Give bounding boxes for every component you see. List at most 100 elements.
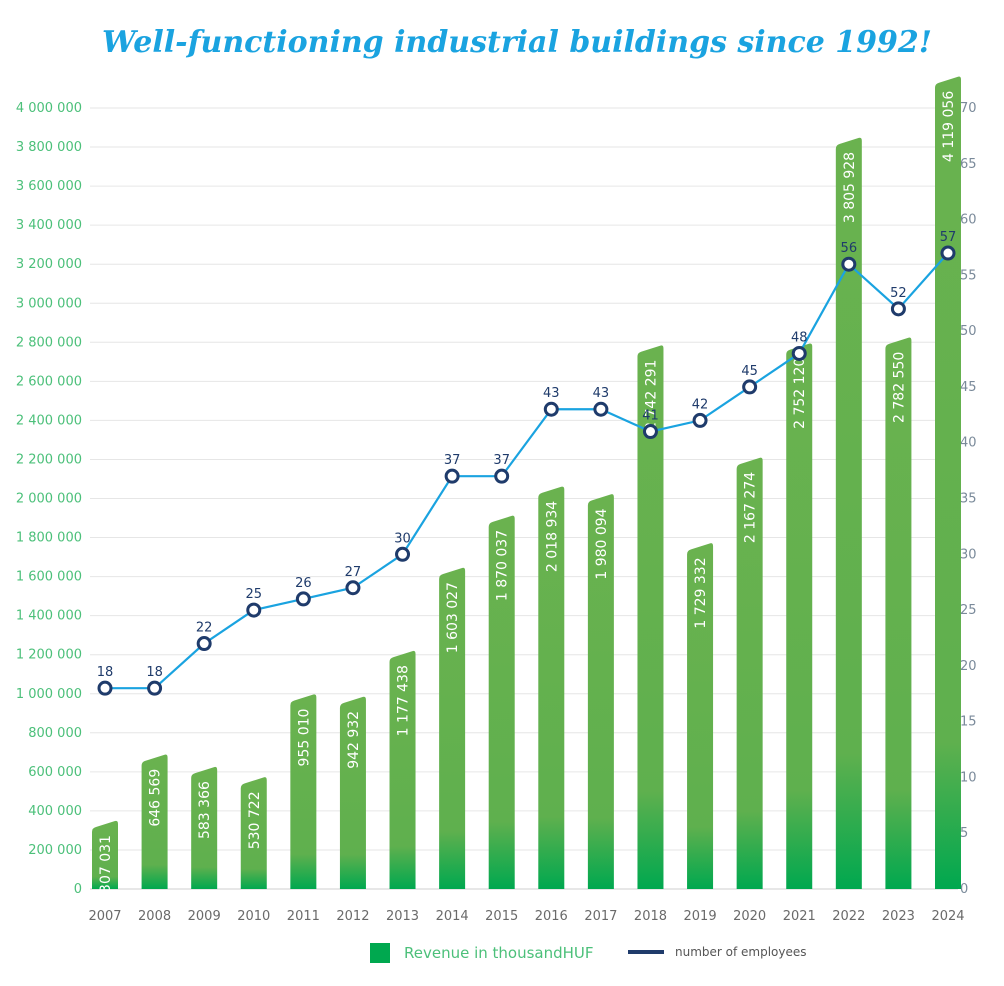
revenue-bar-value-label: 2 018 934 — [544, 501, 560, 572]
y-right-tick-label: 40 — [960, 436, 977, 451]
y-left-tick-label: 0 — [74, 882, 82, 897]
revenue-bar — [736, 457, 763, 889]
employees-point — [444, 468, 460, 484]
revenue-bar — [885, 337, 912, 890]
employees-point — [692, 412, 708, 428]
employees-point — [940, 245, 956, 261]
employees-point-label: 26 — [295, 576, 312, 591]
employees-point-label: 37 — [493, 453, 510, 468]
x-tick-label: 2012 — [336, 909, 369, 924]
revenue-bar-value-label: 955 010 — [296, 709, 312, 767]
employees-point-label: 56 — [841, 241, 858, 256]
revenue-bar — [488, 515, 515, 889]
employees-point-label: 18 — [97, 665, 114, 680]
x-tick-label: 2016 — [535, 909, 568, 924]
employees-point — [246, 602, 262, 618]
y-right-tick-label: 60 — [960, 213, 977, 228]
x-tick-label: 2011 — [287, 909, 320, 924]
employees-point — [742, 379, 758, 395]
revenue-bar — [935, 76, 961, 889]
employees-point — [642, 424, 658, 440]
employees-point — [593, 401, 609, 417]
x-tick-label: 2019 — [684, 909, 717, 924]
legend-revenue-swatch — [370, 943, 390, 963]
y-left-tick-label: 2 800 000 — [16, 335, 82, 350]
y-left-tick-label: 3 800 000 — [16, 140, 82, 155]
revenue-bar-value-label: 2 167 274 — [743, 472, 759, 543]
x-tick-label: 2017 — [584, 909, 617, 924]
employees-point — [345, 580, 361, 596]
y-left-tick-label: 1 000 000 — [16, 687, 82, 702]
legend-employees-label: number of employees — [675, 945, 807, 959]
revenue-bar-value-label: 530 722 — [247, 791, 263, 849]
y-left-tick-label: 3 400 000 — [16, 218, 82, 233]
revenue-bar — [637, 345, 664, 889]
y-left-tick-label: 4 000 000 — [16, 101, 82, 116]
employees-point-label: 42 — [692, 397, 709, 412]
employees-point — [295, 591, 311, 607]
revenue-bars: 307 031 646 569 583 366 530 722 955 010 942 9… — [92, 76, 961, 893]
left-axis: 0 200 000 400 000 600 000 800 000 1 000 000 1 … — [16, 101, 82, 897]
revenue-bar — [687, 543, 714, 889]
revenue-bar-value-label: 4 119 056 — [941, 91, 957, 162]
x-tick-label: 2007 — [88, 909, 121, 924]
employees-point-label: 52 — [890, 286, 907, 301]
revenue-bar — [92, 820, 118, 889]
revenue-bar-value-label: 1 870 037 — [495, 530, 511, 601]
y-left-tick-label: 3 200 000 — [16, 257, 82, 272]
revenue-bar-value-label: 2 782 550 — [891, 352, 907, 423]
employees-point — [791, 345, 807, 361]
employees-point — [147, 680, 163, 696]
revenue-bar-value-label: 942 932 — [346, 711, 362, 769]
y-left-tick-label: 2 000 000 — [16, 492, 82, 507]
x-axis: 2007 2008 2009 2010 2011 2012 2013 2014 2015 2016… — [88, 909, 964, 924]
employees-point-label: 45 — [741, 364, 758, 379]
right-axis: 0 5 10 15 20 25 30 35 40 45 50 55 60 65 70 — [960, 101, 977, 897]
x-tick-label: 2022 — [832, 909, 865, 924]
revenue-bar-value-label: 2 752 120 — [792, 358, 808, 429]
revenue-bar-value-label: 1 603 027 — [445, 582, 461, 653]
employees-point-label: 48 — [791, 330, 808, 345]
y-right-tick-label: 5 — [960, 826, 968, 841]
revenue-bar-value-label: 1 729 332 — [693, 557, 709, 628]
employees-point-label: 57 — [940, 230, 957, 245]
y-left-tick-label: 3 000 000 — [16, 296, 82, 311]
employees-point — [543, 401, 559, 417]
x-tick-label: 2024 — [931, 909, 964, 924]
x-tick-label: 2014 — [436, 909, 469, 924]
employees-point — [196, 636, 212, 652]
y-right-tick-label: 30 — [960, 547, 977, 562]
x-tick-label: 2008 — [138, 909, 171, 924]
y-left-tick-label: 2 200 000 — [16, 452, 82, 467]
revenue-bar-value-label: 3 805 928 — [842, 152, 858, 223]
revenue-bar — [835, 137, 862, 889]
revenue-bar-value-label: 1 177 438 — [396, 665, 412, 736]
x-tick-label: 2020 — [733, 909, 766, 924]
employees-point — [395, 546, 411, 562]
employees-point — [841, 256, 857, 272]
y-right-tick-label: 20 — [960, 659, 977, 674]
x-tick-label: 2021 — [783, 909, 816, 924]
revenue-bar — [339, 696, 366, 889]
revenue-bar-value-label: 307 031 — [98, 835, 114, 893]
employees-point-label: 43 — [593, 386, 610, 401]
y-right-tick-label: 65 — [960, 157, 977, 172]
x-tick-label: 2018 — [634, 909, 667, 924]
y-right-tick-label: 35 — [960, 492, 977, 507]
y-right-tick-label: 70 — [960, 101, 977, 116]
y-right-tick-label: 55 — [960, 268, 977, 283]
employees-point-label: 27 — [345, 565, 362, 580]
y-right-tick-label: 10 — [960, 770, 977, 785]
employees-line: 18 18 22 25 26 27 30 37 37 43 43 41 42 45 48 56 52 57 — [97, 230, 957, 696]
y-left-tick-label: 1 200 000 — [16, 648, 82, 663]
y-right-tick-label: 25 — [960, 603, 977, 618]
employees-point — [890, 301, 906, 317]
employees-point-label: 25 — [245, 587, 262, 602]
revenue-bar — [389, 650, 416, 889]
chart-title: Well-functioning industrial buildings si… — [102, 25, 932, 60]
revenue-bar-value-label: 1 980 094 — [594, 508, 610, 579]
x-tick-label: 2015 — [485, 909, 518, 924]
revenue-bar — [141, 754, 168, 889]
x-tick-label: 2009 — [188, 909, 221, 924]
